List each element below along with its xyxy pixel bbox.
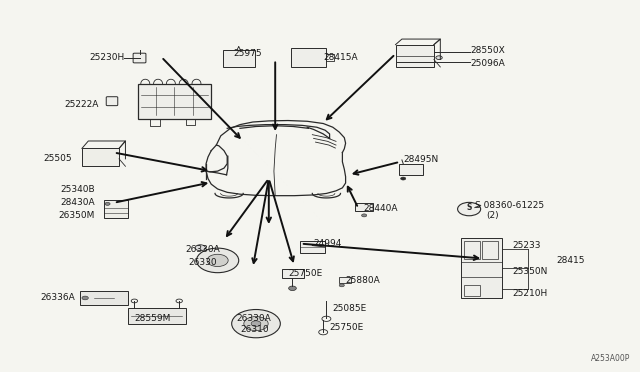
Circle shape	[289, 286, 296, 291]
Text: 25350N: 25350N	[512, 267, 547, 276]
Text: 28559M: 28559M	[134, 314, 171, 323]
Text: 26350M: 26350M	[58, 211, 95, 220]
FancyBboxPatch shape	[355, 203, 373, 211]
Text: S: S	[467, 203, 472, 212]
Text: 25233: 25233	[512, 241, 541, 250]
Text: 28495N: 28495N	[403, 155, 438, 164]
Text: 25210H: 25210H	[512, 289, 547, 298]
Text: 25340B: 25340B	[60, 185, 95, 194]
FancyBboxPatch shape	[80, 291, 128, 305]
Text: 28415A: 28415A	[323, 53, 358, 62]
Text: 26330A: 26330A	[237, 314, 271, 323]
FancyBboxPatch shape	[300, 241, 325, 253]
FancyBboxPatch shape	[133, 53, 146, 63]
Text: 28550X: 28550X	[470, 46, 505, 55]
Circle shape	[105, 202, 110, 205]
FancyBboxPatch shape	[106, 97, 118, 106]
Text: S 08360-61225: S 08360-61225	[475, 201, 544, 210]
Circle shape	[458, 202, 481, 216]
Text: 28415: 28415	[557, 256, 586, 265]
Text: 25750E: 25750E	[288, 269, 323, 278]
Text: 25750E: 25750E	[330, 323, 364, 332]
Circle shape	[207, 254, 228, 266]
Text: 25085E: 25085E	[333, 304, 367, 313]
FancyBboxPatch shape	[282, 269, 304, 278]
Text: 26336A: 26336A	[41, 293, 76, 302]
Circle shape	[195, 245, 205, 251]
Circle shape	[436, 56, 442, 60]
Text: 25096A: 25096A	[470, 59, 505, 68]
FancyBboxPatch shape	[138, 84, 211, 119]
Circle shape	[251, 321, 261, 327]
Circle shape	[82, 296, 88, 300]
Circle shape	[196, 248, 239, 273]
Circle shape	[244, 317, 268, 331]
FancyBboxPatch shape	[461, 238, 502, 298]
Text: 25880A: 25880A	[346, 276, 380, 285]
FancyBboxPatch shape	[128, 308, 186, 324]
Circle shape	[339, 284, 344, 287]
Text: 25975: 25975	[234, 49, 262, 58]
Text: (2): (2)	[486, 211, 499, 220]
FancyBboxPatch shape	[339, 277, 351, 283]
FancyBboxPatch shape	[104, 200, 128, 218]
Circle shape	[401, 177, 406, 180]
Text: A253A00P: A253A00P	[591, 354, 630, 363]
FancyBboxPatch shape	[399, 164, 423, 175]
FancyBboxPatch shape	[82, 148, 119, 166]
Text: 28440A: 28440A	[364, 204, 398, 213]
FancyBboxPatch shape	[396, 45, 434, 67]
FancyBboxPatch shape	[291, 48, 326, 67]
Text: 26330: 26330	[189, 258, 218, 267]
Text: 28430A: 28430A	[60, 198, 95, 207]
Circle shape	[232, 310, 280, 338]
Text: 25230H: 25230H	[90, 53, 125, 62]
Circle shape	[362, 214, 367, 217]
Text: 24994: 24994	[314, 239, 342, 248]
Text: 26330A: 26330A	[186, 245, 220, 254]
FancyBboxPatch shape	[223, 50, 255, 67]
Text: 25222A: 25222A	[65, 100, 99, 109]
Text: 25505: 25505	[44, 154, 72, 163]
Text: 26310: 26310	[240, 325, 269, 334]
